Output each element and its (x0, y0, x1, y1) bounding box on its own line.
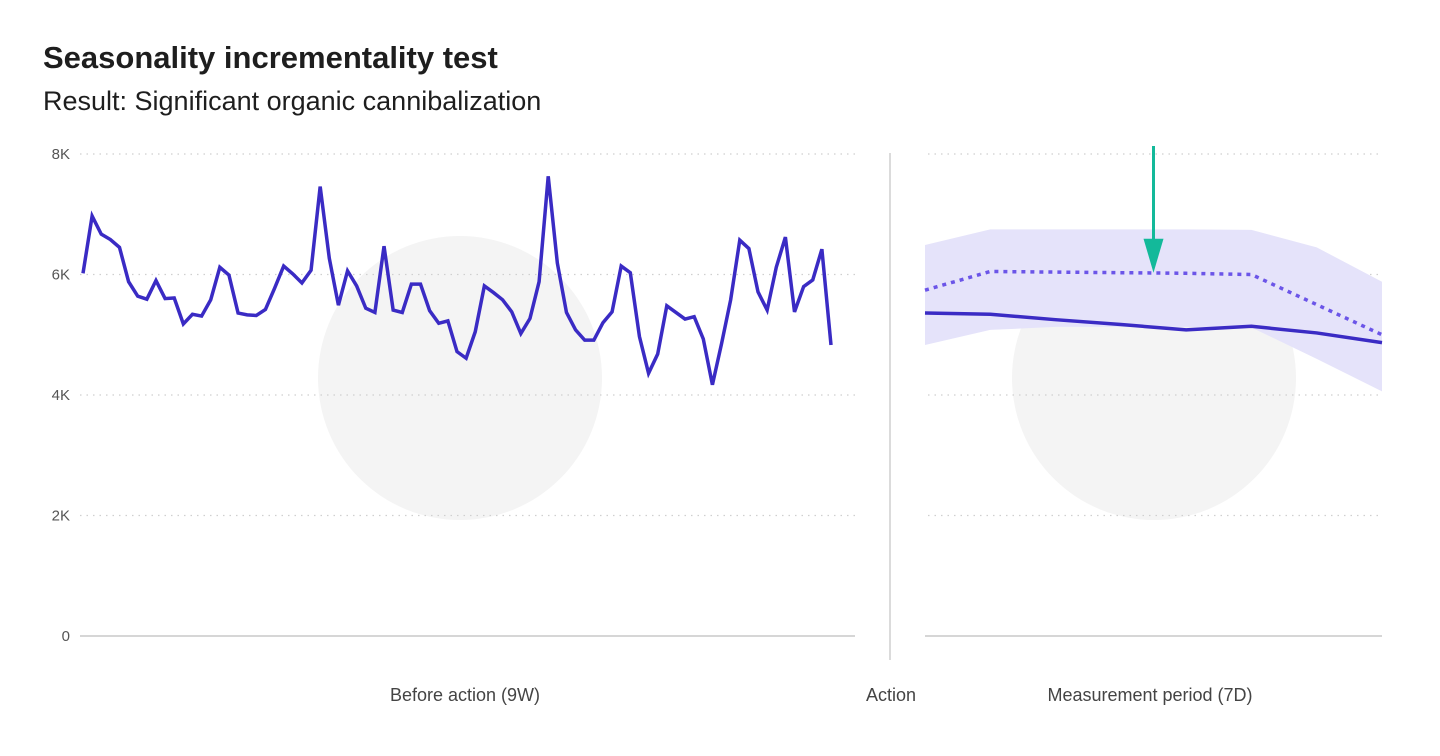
confidence-band (925, 229, 1382, 392)
y-tick-label: 0 (62, 628, 70, 645)
y-tick-label: 6K (52, 267, 70, 284)
watermark-logo (318, 236, 602, 520)
series-line-measurement (924, 311, 1383, 345)
series-line-counterfactual (924, 269, 1383, 337)
x-label-action: Action (866, 685, 916, 705)
y-tick-label: 4K (52, 387, 70, 404)
annotation-arrow-head (1143, 238, 1164, 273)
y-tick-label: 2K (52, 508, 70, 525)
chart-title: Seasonality incrementality test (43, 40, 498, 75)
chart-subtitle: Result: Significant organic cannibalizat… (43, 86, 542, 116)
x-label-before: Before action (9W) (390, 685, 540, 705)
x-label-measurement: Measurement period (7D) (1047, 685, 1252, 705)
y-tick-label: 8K (52, 146, 70, 163)
